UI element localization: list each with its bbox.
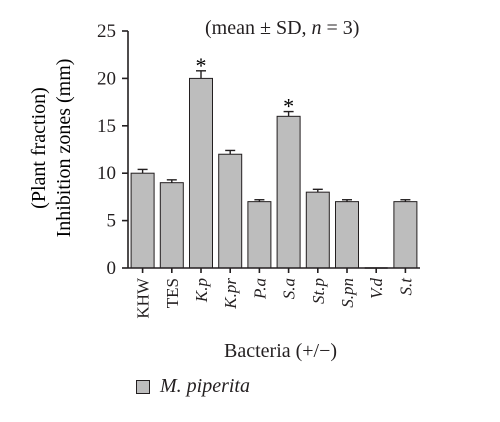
bar-St.p xyxy=(305,191,330,269)
y-tick-label: 15 xyxy=(97,116,116,137)
y-tick-label: 5 xyxy=(107,211,117,232)
y-tick-label: 0 xyxy=(107,258,117,279)
y-axis-label-line2: Inhibition zones (mm) xyxy=(53,59,75,238)
annotation-n: n xyxy=(311,17,322,39)
bar-P.a xyxy=(247,201,272,269)
x-tick-label: S.t xyxy=(396,277,415,296)
axes xyxy=(127,31,420,269)
bars: ** xyxy=(130,53,418,269)
bar-K.p xyxy=(189,77,213,269)
x-tick-label: S.a xyxy=(280,278,299,299)
legend-label: M. piperita xyxy=(160,375,250,397)
significance-marker: * xyxy=(196,53,207,78)
x-tick-label: K.p xyxy=(192,278,211,303)
bar-S.t xyxy=(393,201,418,269)
x-tick-label: KHW xyxy=(134,277,153,319)
bar-TES xyxy=(159,182,184,269)
annotation-prefix: (mean ± SD, xyxy=(205,17,312,39)
x-tick-label: V.d xyxy=(367,278,386,299)
bar-S.a xyxy=(276,115,301,269)
y-tick-label: 10 xyxy=(97,163,116,184)
y-tick-label: 20 xyxy=(97,68,116,89)
legend: M. piperita xyxy=(136,375,250,398)
x-tick-label: TES xyxy=(163,278,182,308)
legend-swatch xyxy=(136,379,150,394)
x-tick-label: P.a xyxy=(250,278,269,300)
x-tick-label: St.p xyxy=(309,278,328,304)
bar-S.pn xyxy=(335,201,359,269)
significance-marker: * xyxy=(283,94,294,119)
stats-annotation: (mean ± SD, n = 3) xyxy=(205,17,359,40)
x-tick-label: K.pr xyxy=(221,278,240,310)
x-axis-ticks: KHW TES K.p K.pr P.a S.a St.p S.pn V.d S.t xyxy=(134,268,415,319)
y-axis-label-line1: (Plant fraction) xyxy=(28,87,50,209)
x-axis-label: Bacteria (+/−) xyxy=(224,340,338,362)
bar-K.pr xyxy=(218,153,243,269)
y-axis-label: (Plant fraction) Inhibition zones (mm) xyxy=(28,59,75,238)
y-tick-label: 25 xyxy=(97,21,116,42)
annotation-suffix: = 3) xyxy=(321,17,360,39)
x-tick-label: S.pn xyxy=(338,278,357,308)
y-axis-ticks: 0 5 10 15 20 25 xyxy=(97,21,128,279)
bar-KHW xyxy=(130,172,155,269)
